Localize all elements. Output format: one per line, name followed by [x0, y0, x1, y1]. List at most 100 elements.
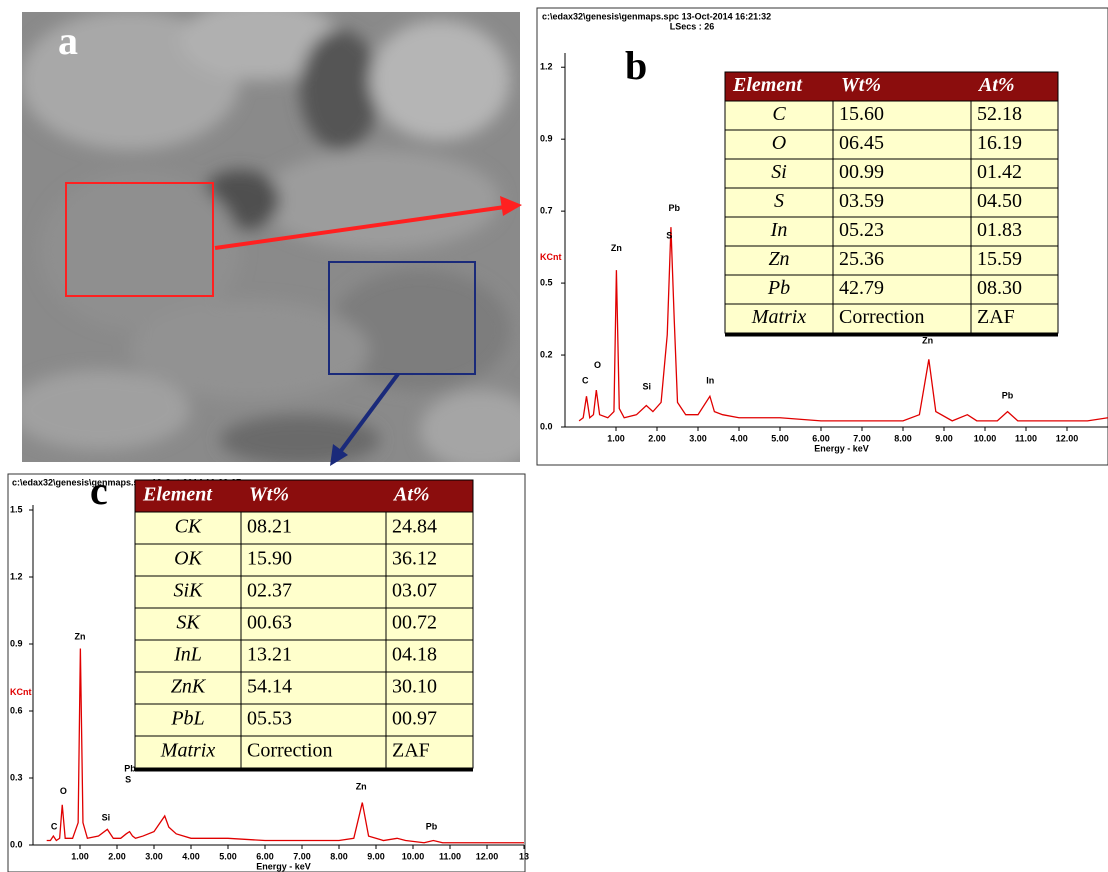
- peak-label: Pb: [668, 203, 680, 213]
- x-tick-label: 11.00: [439, 851, 461, 861]
- table-cell-text: 42.79: [839, 277, 884, 299]
- table-cell-text: 03.59: [839, 190, 884, 212]
- peak-label: In: [706, 375, 714, 385]
- table-cell-text: OK: [174, 548, 203, 570]
- table-cell-text: 13.21: [247, 644, 292, 666]
- y-tick-label: 0.5: [540, 277, 553, 287]
- table-cell-text: Correction: [247, 740, 333, 762]
- table-cell-text: 04.50: [977, 190, 1022, 212]
- peak-label: Pb: [124, 763, 136, 773]
- table-row-bg: [134, 671, 474, 705]
- x-tick-label: 8.00: [330, 851, 348, 861]
- x-tick-label: 13: [519, 851, 529, 861]
- peak-label: Zn: [611, 243, 622, 253]
- y-tick-label: 0.0: [10, 839, 23, 849]
- arrow-head: [330, 444, 348, 466]
- y-tick-label: 0.3: [10, 772, 23, 782]
- x-tick-label: 4.00: [730, 433, 748, 443]
- arrow-head: [500, 196, 522, 216]
- table-cell-text: 24.84: [392, 516, 437, 538]
- table-row-bg: [134, 543, 474, 577]
- chart-title: c:\edax32\genesis\genmaps.spc 13-Oct-201…: [542, 11, 771, 21]
- y-tick-label: 0.9: [10, 638, 23, 648]
- peak-label: S: [125, 775, 131, 785]
- table-cell-text: 15.60: [839, 103, 884, 125]
- region-box: [65, 182, 214, 297]
- table-cell-text: 06.45: [839, 132, 884, 154]
- table-cell-text: 00.72: [392, 612, 437, 634]
- table-cell-text: PbL: [170, 708, 204, 730]
- table-cell-text: C: [772, 103, 786, 125]
- peak-label: Zn: [922, 335, 933, 345]
- table-cell-text: 05.53: [247, 708, 292, 730]
- arrow: [338, 372, 400, 454]
- table-header: Element: [142, 484, 213, 506]
- chart-subtitle: LSecs : 26: [670, 21, 715, 31]
- x-tick-label: 5.00: [771, 433, 789, 443]
- y-tick-label: 1.2: [540, 62, 553, 72]
- panel-label: b: [625, 43, 647, 88]
- y-tick-label: 0.6: [10, 705, 23, 715]
- table-row-bg: [724, 216, 1059, 247]
- x-tick-label: 3.00: [145, 851, 163, 861]
- table-cell-text: Matrix: [751, 306, 807, 328]
- table-cell-text: 03.07: [392, 580, 437, 602]
- table-cell-text: In: [770, 219, 788, 241]
- x-tick-label: 10.00: [402, 851, 425, 861]
- table-cell-text: 08.30: [977, 277, 1022, 299]
- y-axis-label: KCnt: [540, 252, 562, 262]
- x-tick-label: 6.00: [812, 433, 830, 443]
- peak-label: O: [60, 786, 67, 796]
- y-tick-label: 0.0: [540, 421, 553, 431]
- x-tick-label: 2.00: [108, 851, 126, 861]
- panel-frame: [7, 473, 526, 872]
- table-cell-text: Pb: [767, 277, 790, 299]
- table-cell-text: 30.10: [392, 676, 437, 698]
- table-cell-text: 04.18: [392, 644, 437, 666]
- panel-label: c: [90, 468, 108, 513]
- table-cell-text: 00.63: [247, 612, 292, 634]
- x-axis-label: Energy - keV: [256, 861, 311, 871]
- x-tick-label: 3.00: [689, 433, 707, 443]
- table-header: At%: [392, 484, 430, 506]
- y-tick-label: 0.7: [540, 206, 553, 216]
- table-cell-text: CK: [175, 516, 203, 538]
- table-cell-text: 05.23: [839, 219, 884, 241]
- peak-label: Zn: [356, 781, 367, 791]
- table-cell-text: 15.59: [977, 248, 1022, 270]
- x-tick-label: 4.00: [182, 851, 200, 861]
- table-cell-text: 00.99: [839, 161, 884, 183]
- table-header-bg: [724, 71, 1059, 102]
- table-cell-text: 16.19: [977, 132, 1022, 154]
- table-cell-text: 00.97: [392, 708, 437, 730]
- peak-label: Zn: [75, 632, 86, 642]
- region-box: [328, 261, 476, 375]
- panel-frame: [536, 7, 1108, 466]
- table-cell-text: 54.14: [247, 676, 292, 698]
- peak-label: Pb: [426, 822, 438, 832]
- table-row-bg: [134, 607, 474, 641]
- peak-label: Pb: [1002, 391, 1014, 401]
- table-header: Wt%: [841, 74, 881, 96]
- x-tick-label: 9.00: [367, 851, 385, 861]
- table-cell-text: SK: [176, 612, 201, 634]
- x-axis-label: Energy - keV: [814, 443, 869, 453]
- table-cell-text: 15.90: [247, 548, 292, 570]
- table-cell-text: Matrix: [160, 740, 216, 762]
- arrow: [214, 205, 506, 250]
- table-cell-text: 01.42: [977, 161, 1022, 183]
- x-tick-label: 6.00: [256, 851, 274, 861]
- table-cell-text: 08.21: [247, 516, 292, 538]
- spectrum-line: [46, 648, 524, 844]
- table-cell-text: ZnK: [171, 676, 207, 698]
- table-cell: [385, 735, 474, 769]
- peak-label: O: [594, 360, 601, 370]
- table-header: At%: [977, 74, 1015, 96]
- spectrum-line: [578, 227, 1108, 422]
- table-cell-text: O: [772, 132, 786, 154]
- x-tick-label: 10.00: [974, 433, 997, 443]
- table-row-bg: [134, 639, 474, 673]
- y-tick-label: 1.2: [10, 571, 23, 581]
- x-tick-label: 7.00: [293, 851, 311, 861]
